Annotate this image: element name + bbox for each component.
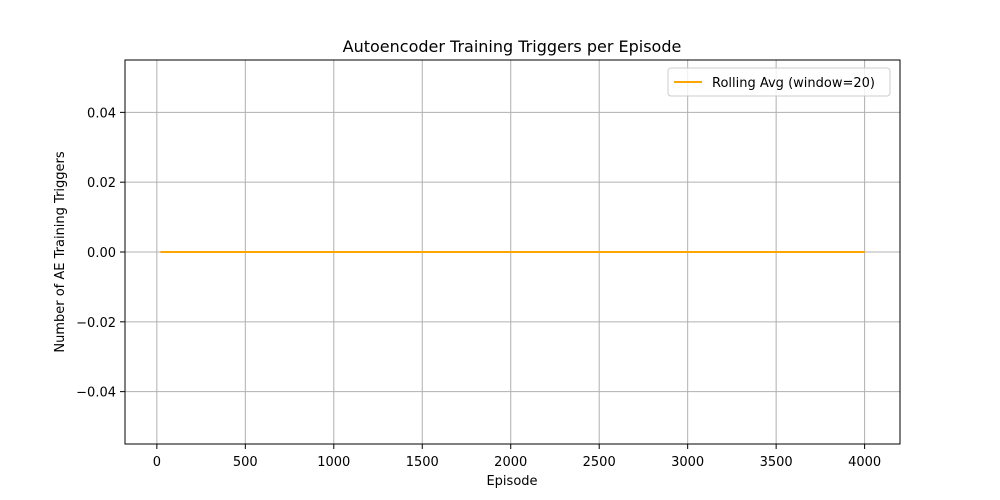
x-tick-label: 4000	[848, 455, 881, 470]
x-tick-label: 2500	[583, 455, 616, 470]
y-axis: −0.04 −0.02 0.00 0.02 0.04	[76, 106, 125, 401]
x-axis: 0 500 1000 1500 2000 2500 3000 3500 4000	[153, 444, 881, 470]
y-tick-label: 0.04	[87, 106, 116, 121]
x-tick-label: 2000	[494, 455, 527, 470]
x-axis-label: Episode	[486, 474, 537, 489]
y-tick-label: 0.02	[87, 176, 116, 191]
legend: Rolling Avg (window=20)	[667, 67, 891, 97]
chart-title: Autoencoder Training Triggers per Episod…	[343, 37, 682, 56]
y-tick-label: 0.00	[87, 246, 116, 261]
x-tick-label: 500	[233, 455, 258, 470]
x-tick-label: 1000	[317, 455, 350, 470]
x-tick-label: 3000	[671, 455, 704, 470]
y-tick-label: −0.02	[76, 316, 116, 331]
x-tick-label: 1500	[406, 455, 439, 470]
x-tick-label: 3500	[760, 455, 793, 470]
y-tick-label: −0.04	[76, 386, 116, 401]
x-tick-label: 0	[153, 455, 161, 470]
legend-label: Rolling Avg (window=20)	[712, 76, 875, 91]
y-axis-label: Number of AE Training Triggers	[53, 151, 68, 353]
legend-box	[667, 67, 891, 97]
